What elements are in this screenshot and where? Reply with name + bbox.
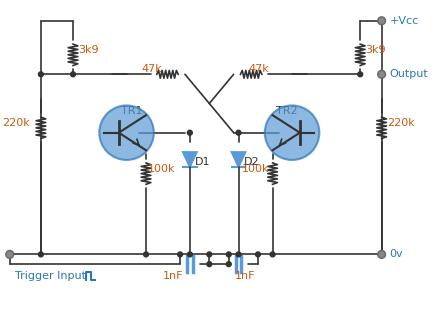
Circle shape (144, 252, 148, 257)
Circle shape (207, 252, 212, 257)
Text: 100k: 100k (148, 164, 175, 174)
Circle shape (378, 17, 385, 25)
Circle shape (227, 252, 231, 257)
Circle shape (99, 106, 154, 160)
Text: 1nF: 1nF (235, 271, 256, 281)
Circle shape (236, 130, 241, 135)
Circle shape (379, 252, 384, 257)
Text: +Vcc: +Vcc (389, 16, 419, 26)
Text: 220k: 220k (388, 118, 415, 128)
Circle shape (71, 72, 76, 77)
Polygon shape (232, 152, 245, 167)
Circle shape (207, 262, 212, 267)
Circle shape (358, 72, 363, 77)
Text: TR2: TR2 (276, 106, 298, 116)
Polygon shape (183, 152, 197, 167)
Circle shape (256, 252, 260, 257)
Circle shape (378, 250, 385, 258)
Text: Output: Output (389, 69, 428, 79)
Text: 47k: 47k (141, 64, 162, 74)
Text: 220k: 220k (2, 118, 30, 128)
Circle shape (270, 252, 275, 257)
Text: 100k: 100k (241, 164, 269, 174)
Text: 3k9: 3k9 (365, 45, 386, 55)
Text: 1nF: 1nF (163, 271, 184, 281)
Circle shape (39, 252, 43, 257)
Circle shape (178, 252, 183, 257)
Circle shape (39, 72, 43, 77)
Text: 47k: 47k (248, 64, 269, 74)
Circle shape (379, 72, 384, 77)
Circle shape (187, 252, 192, 257)
Circle shape (378, 70, 385, 78)
Circle shape (227, 262, 231, 267)
Circle shape (236, 252, 241, 257)
Text: 0v: 0v (389, 249, 403, 259)
Text: 3k9: 3k9 (78, 45, 99, 55)
Circle shape (265, 106, 319, 160)
Text: TR1: TR1 (121, 106, 142, 116)
Text: D2: D2 (243, 157, 259, 167)
Text: D1: D1 (195, 157, 210, 167)
Text: Trigger Input: Trigger Input (15, 271, 85, 281)
Circle shape (187, 130, 192, 135)
Circle shape (6, 250, 13, 258)
